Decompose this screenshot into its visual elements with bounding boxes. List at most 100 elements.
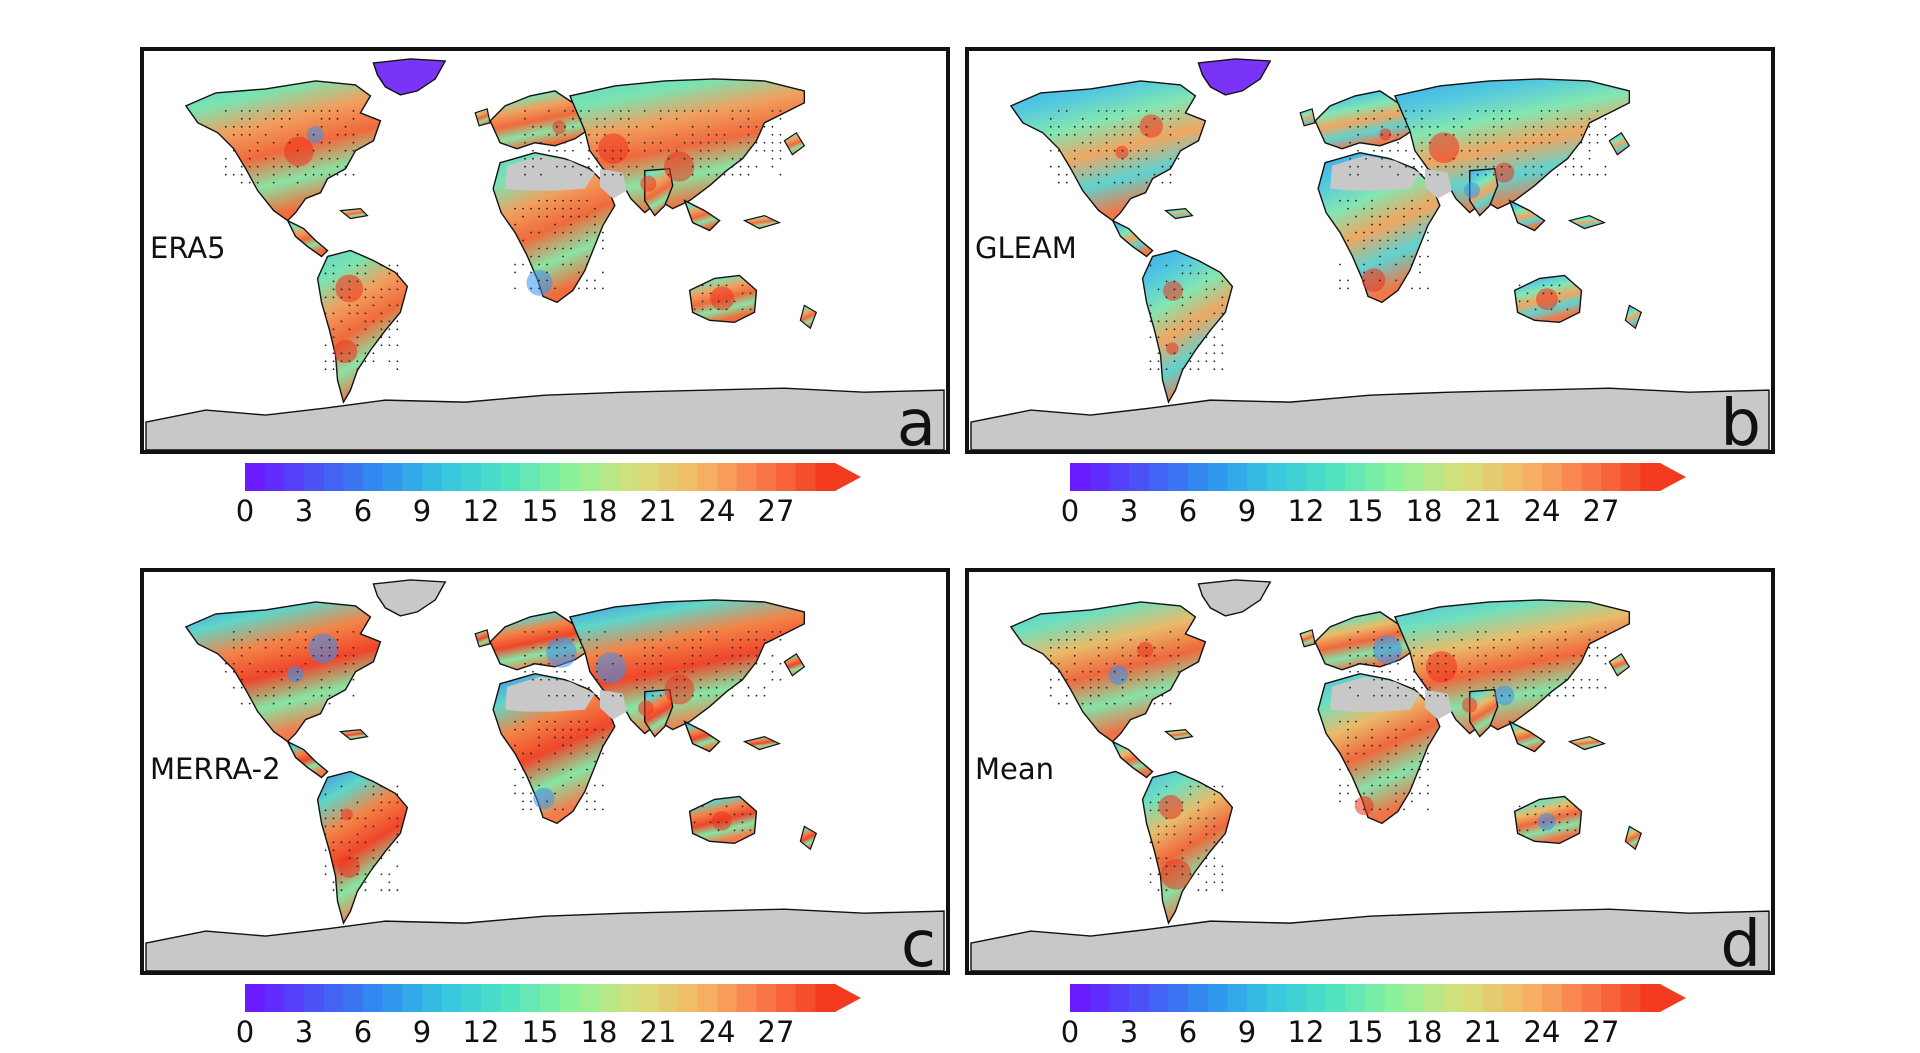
colorbar-segment (1581, 984, 1602, 1012)
colorbar-segment (1089, 463, 1110, 491)
colorbar-segment (1483, 984, 1504, 1012)
anomaly-spot (526, 269, 553, 296)
dataset-label: ERA5 (150, 231, 226, 265)
colorbar-tick-label: 24 (1523, 494, 1561, 528)
colorbar-segment (402, 984, 423, 1012)
anomaly-spot (1494, 685, 1515, 706)
no-data-sahara (505, 676, 595, 712)
colorbar-tick-label: 0 (235, 1015, 255, 1049)
colorbar-tick-label: 27 (757, 1015, 795, 1049)
anomaly-spot (1354, 796, 1374, 816)
colorbar-segment (1463, 463, 1484, 491)
colorbar-tick-label: 3 (294, 1015, 314, 1049)
map-panel-merra2: MERRA-2 c (140, 568, 950, 975)
colorbar-gradient (1070, 463, 1686, 491)
colorbar-segment (500, 463, 521, 491)
dataset-label: Mean (975, 752, 1055, 786)
colorbar-tick-label: 24 (698, 1015, 736, 1049)
colorbar-segment (1188, 463, 1209, 491)
colorbar-segment (1070, 463, 1091, 491)
colorbar-segment (756, 463, 777, 491)
colorbar-segment (1168, 984, 1189, 1012)
anomaly-spot (664, 674, 695, 705)
panel-letter: c (900, 908, 936, 975)
colorbar-segment (1188, 984, 1209, 1012)
anomaly-spot (598, 133, 629, 164)
colorbar-d: 0 3 6 9 12 15 18 21 24 27 (1061, 981, 1690, 1051)
colorbar-tick-label: 6 (1178, 494, 1198, 528)
anomaly-spot (1464, 182, 1481, 199)
land-india (1469, 167, 1499, 217)
colorbar-segment (1561, 984, 1582, 1012)
colorbar-segment (717, 463, 738, 491)
colorbar-segment (540, 984, 561, 1012)
significance-stippling (224, 630, 782, 892)
land-greenland (1197, 58, 1272, 96)
colorbar-tick-label: 21 (639, 494, 677, 528)
colorbar-segment (264, 463, 285, 491)
anomaly-spot (1115, 145, 1129, 159)
land-island (474, 629, 491, 648)
colorbar-segment (1207, 984, 1228, 1012)
colorbar-segment (658, 984, 679, 1012)
colorbar-segment (717, 984, 738, 1012)
anomaly-spot (1108, 665, 1129, 685)
colorbar-segment (638, 463, 659, 491)
colorbar-segment (1306, 984, 1327, 1012)
land-greenland (372, 579, 447, 617)
anomaly-spot (1373, 635, 1402, 665)
map-panel-mean: Mean d (965, 568, 1775, 975)
colorbar-gradient (1070, 984, 1686, 1012)
colorbar-tick-label: 18 (580, 1015, 618, 1049)
colorbar-tick-label: 21 (1464, 494, 1502, 528)
anomaly-spot (333, 339, 358, 364)
anomaly-spot (552, 120, 567, 135)
colorbar-segment (776, 984, 797, 1012)
map-panel-gleam: GLEAM b (965, 47, 1775, 454)
colorbar-segment (579, 984, 600, 1012)
colorbar-b: 0 3 6 9 12 15 18 21 24 27 (1061, 460, 1690, 530)
colorbar-segment (1325, 984, 1346, 1012)
colorbar-extend-arrow (1660, 984, 1686, 1012)
colorbar-segment (736, 984, 757, 1012)
colorbar-segment (815, 984, 836, 1012)
panel-letter: d (1720, 908, 1761, 975)
colorbar-extend-arrow (835, 984, 861, 1012)
panel-letter: a (896, 387, 936, 454)
land-antarctica (970, 387, 1770, 450)
colorbar-segment (1148, 984, 1169, 1012)
no-data-arabia (599, 689, 627, 720)
colorbar-segment (677, 463, 698, 491)
colorbar-segment (1620, 984, 1641, 1012)
colorbar-segment (1502, 463, 1523, 491)
colorbar-segment (461, 984, 482, 1012)
significance-stippling (224, 109, 782, 371)
colorbar-segment (402, 463, 423, 491)
anomaly-spot (710, 286, 735, 311)
colorbar-segment (1404, 463, 1425, 491)
colorbar-segment (1384, 463, 1405, 491)
colorbar-tick-label: 15 (1346, 494, 1384, 528)
colorbar-segment (343, 463, 364, 491)
anomaly-spot (640, 175, 657, 192)
anomaly-spot (533, 787, 555, 810)
colorbar-segment (1443, 984, 1464, 1012)
land-island (742, 214, 782, 230)
land-island (338, 207, 369, 220)
anomaly-spot (711, 811, 732, 831)
colorbar-segment (363, 463, 384, 491)
anomaly-spot (308, 633, 339, 664)
colorbar-tick-label: 21 (1464, 1015, 1502, 1049)
colorbar-segment (1109, 984, 1130, 1012)
colorbar-segment (599, 984, 620, 1012)
colorbar-segment (323, 984, 344, 1012)
land-island (1608, 652, 1631, 677)
colorbar-segment (1266, 984, 1287, 1012)
colorbar-segment (284, 463, 305, 491)
land-greenland (372, 58, 447, 96)
colorbar-segment (1070, 984, 1091, 1012)
colorbar-tick-label: 18 (1405, 494, 1443, 528)
land-island (799, 825, 818, 851)
anomaly-spot (638, 700, 654, 717)
colorbar-tick-label: 6 (353, 494, 373, 528)
